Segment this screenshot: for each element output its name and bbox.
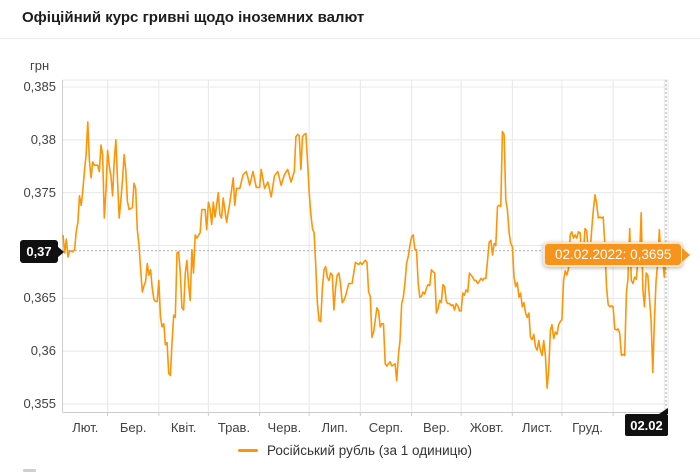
x-tick-label: Черв. bbox=[267, 420, 302, 435]
x-crosshair-value: 02.02 bbox=[630, 417, 663, 433]
x-tick-label: Груд. bbox=[572, 420, 603, 435]
chart-tooltip: 02.02.2022: 0,3695 bbox=[543, 242, 691, 267]
page-title: Офіційний курс гривні щодо іноземних вал… bbox=[22, 9, 365, 26]
y-crosshair-label: 0,37 bbox=[20, 240, 64, 263]
x-tick-label: Серп. bbox=[368, 420, 404, 435]
x-tick-label: Лип. bbox=[321, 420, 348, 435]
x-crosshair-label: 02.02 bbox=[625, 408, 668, 436]
x-tick-label: Трав. bbox=[217, 420, 251, 435]
y-tick-label: 0,38 bbox=[30, 131, 56, 147]
x-tick-label: Квіт. bbox=[170, 420, 197, 435]
y-tick-label: 0,385 bbox=[23, 79, 56, 94]
x-tick-label: Вер. bbox=[422, 420, 450, 435]
legend[interactable]: Російський рубль (за 1 одиницю) bbox=[238, 443, 472, 458]
tooltip-text: 02.02.2022: 0,3695 bbox=[555, 247, 672, 262]
title-divider bbox=[0, 38, 700, 39]
legend-label: Російський рубль (за 1 одиницю) bbox=[267, 443, 472, 458]
y-tick-label: 0,375 bbox=[23, 184, 56, 200]
x-tick-label: Жовт. bbox=[469, 420, 504, 435]
x-tick-label: Лист. bbox=[521, 420, 553, 435]
x-tick-label: Лют. bbox=[72, 420, 99, 435]
y-axis-title: грн bbox=[30, 58, 50, 73]
cropped-element bbox=[23, 469, 36, 472]
legend-line-marker bbox=[238, 449, 258, 452]
y-tick-label: 0,355 bbox=[23, 396, 56, 411]
y-tick-label: 0,36 bbox=[30, 343, 56, 359]
series-line[interactable] bbox=[62, 121, 667, 389]
y-tick-label: 0,365 bbox=[23, 290, 56, 306]
x-tick-label: Бер. bbox=[119, 420, 147, 435]
y-crosshair-value: 0,37 bbox=[26, 244, 52, 259]
